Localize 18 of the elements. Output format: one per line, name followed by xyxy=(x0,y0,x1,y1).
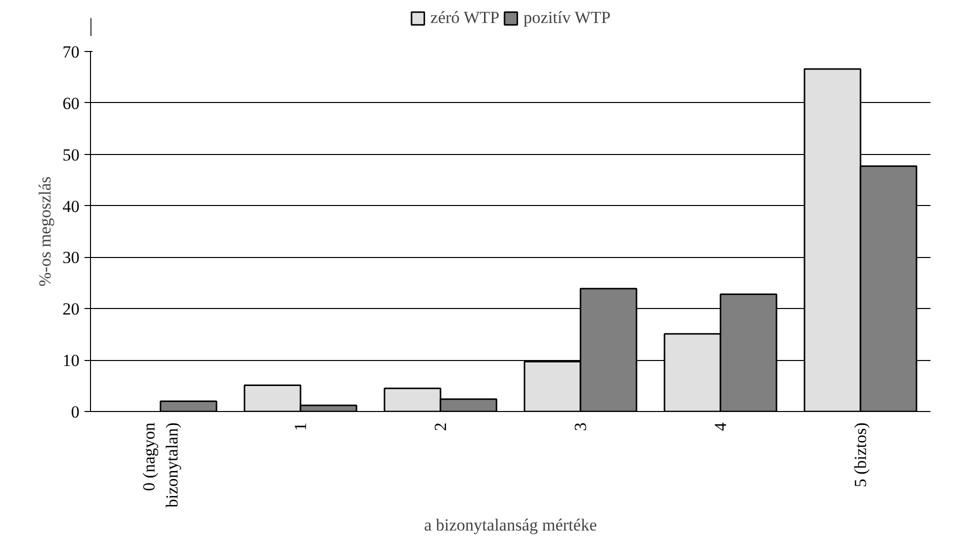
x-axis-title: a bizonytalanság mértéke xyxy=(424,515,597,534)
x-tick-label: 1 xyxy=(291,422,310,431)
y-axis-title: %-os megoszlás xyxy=(36,176,54,286)
legend-label: zéró WTP xyxy=(430,8,500,28)
y-tick-label: 0 xyxy=(71,402,80,422)
y-tick-label: 40 xyxy=(62,196,80,216)
y-tick-label: 70 xyxy=(62,42,80,62)
x-tick-label: 3 xyxy=(571,422,590,431)
legend-label: pozitív WTP xyxy=(524,8,611,28)
x-tick-label: 5 (biztos) xyxy=(851,422,870,488)
y-tick-label: 10 xyxy=(62,351,80,370)
y-tick-label: 60 xyxy=(62,94,80,113)
x-tick-label: 0 (nagyon bizonytalan) xyxy=(140,422,182,508)
x-tick-label: 4 xyxy=(711,422,730,431)
y-tick-label: 30 xyxy=(62,248,80,268)
y-tick-label: 20 xyxy=(62,300,80,319)
x-tick-label: 2 xyxy=(431,422,450,431)
y-tick-label: 50 xyxy=(62,145,80,164)
